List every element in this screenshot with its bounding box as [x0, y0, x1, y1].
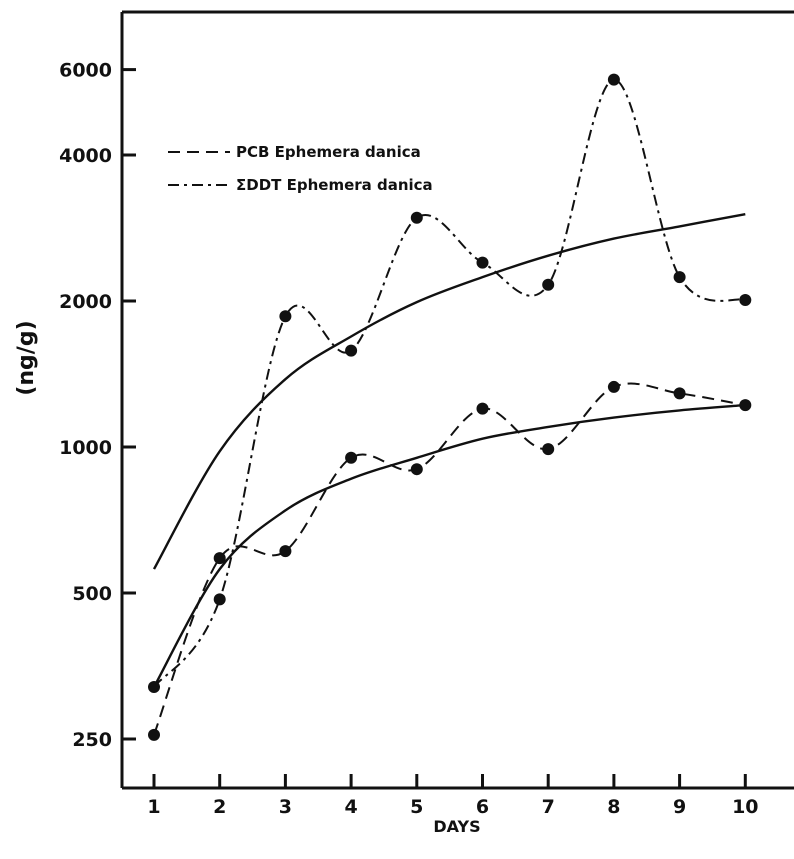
data-point-pcb — [410, 463, 423, 476]
x-tick-label: 6 — [476, 796, 489, 818]
x-tick-label: 1 — [147, 796, 160, 818]
legend: PCB Ephemera danica ΣDDT Ephemera danica — [168, 143, 433, 194]
data-point-pcb — [148, 728, 160, 741]
data-point-pcb — [673, 387, 686, 400]
series-line-pcb — [153, 382, 746, 736]
y-tick-label: 250 — [72, 729, 112, 751]
data-point-ddt — [148, 681, 160, 694]
data-point-ddt — [673, 271, 686, 284]
x-tick-label: 5 — [410, 796, 423, 818]
series-line-ddt — [153, 78, 746, 688]
y-axis-title: (ng/g) — [14, 320, 39, 395]
data-point-ddt — [542, 278, 555, 291]
data-point-pcb — [476, 402, 489, 415]
x-axis-ticks: 1 2 3 4 5 6 7 8 9 10 — [147, 774, 759, 818]
y-tick-label: 500 — [72, 583, 112, 605]
data-point-ddt — [607, 73, 620, 86]
data-point-pcb — [213, 552, 226, 565]
fit-curve — [152, 213, 746, 570]
fit-curve — [152, 403, 746, 688]
data-point-pcb — [279, 545, 292, 558]
data-point-ddt — [279, 310, 292, 323]
data-point-pcb — [345, 451, 358, 464]
x-tick-label: 9 — [673, 796, 686, 818]
y-tick-label: 1000 — [59, 437, 112, 459]
data-point-pcb — [607, 380, 620, 393]
data-point-pcb — [542, 443, 555, 456]
x-tick-label: 2 — [213, 796, 226, 818]
data-point-ddt — [410, 211, 423, 224]
plot-frame — [120, 10, 794, 790]
data-point-pcb — [739, 399, 752, 412]
data-point-ddt — [213, 593, 226, 606]
data-point-ddt — [345, 344, 358, 357]
legend-label: ΣDDT Ephemera danica — [236, 176, 433, 194]
x-tick-label: 10 — [732, 796, 758, 818]
y-tick-label: 6000 — [59, 60, 112, 82]
y-tick-label: 4000 — [59, 145, 112, 167]
fit-curves — [152, 213, 746, 688]
x-tick-label: 4 — [344, 796, 357, 818]
x-axis-title: DAYS — [433, 817, 480, 836]
y-axis-ticks: 250 500 1000 2000 4000 6000 — [59, 60, 136, 751]
data-series — [148, 73, 752, 741]
x-tick-label: 8 — [607, 796, 620, 818]
x-tick-label: 3 — [279, 796, 292, 818]
x-tick-label: 7 — [542, 796, 555, 818]
data-point-ddt — [476, 256, 489, 269]
legend-label: PCB Ephemera danica — [236, 143, 421, 161]
y-tick-label: 2000 — [59, 291, 112, 313]
data-point-ddt — [739, 293, 752, 306]
